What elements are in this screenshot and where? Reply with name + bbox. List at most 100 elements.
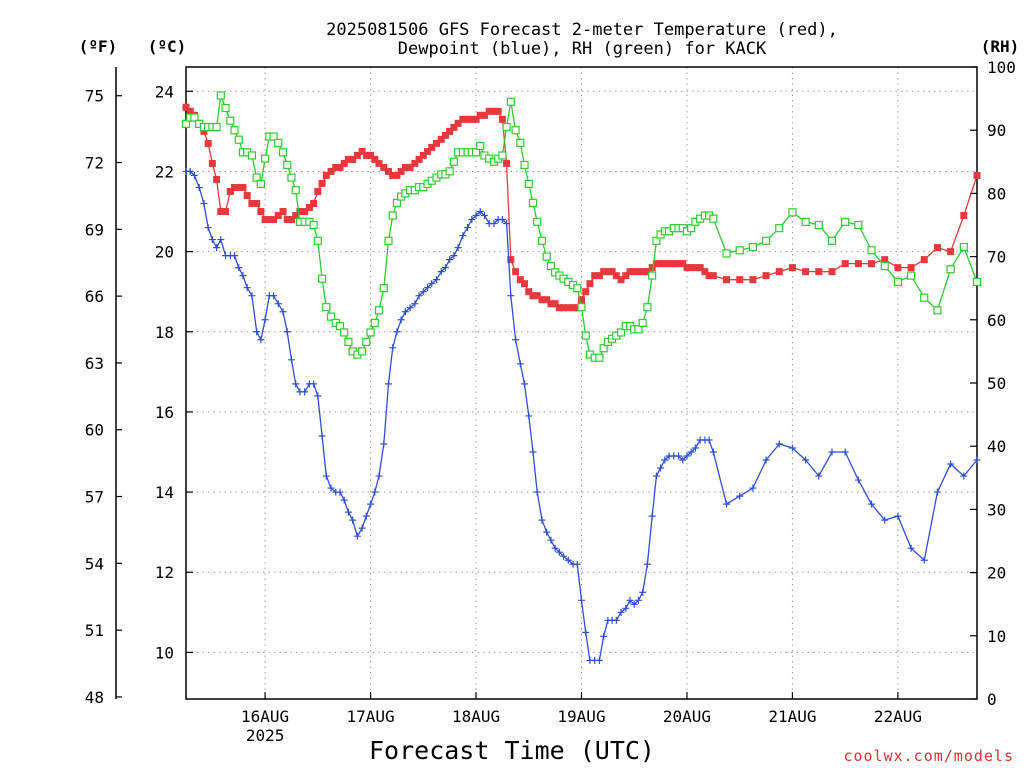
rh-point [388,211,397,220]
temperature-point [648,264,656,272]
temperature-point [270,216,278,224]
dewpoint-point [401,308,409,316]
temperature-point [555,304,563,312]
fahrenheit-tick-label: 63 [85,354,104,373]
dewpoint-point [450,252,458,260]
temperature-point [485,107,493,115]
temperature-point [287,216,295,224]
dewpoint-point [195,183,203,191]
dewpoint-point [472,212,480,220]
dewpoint-point [292,380,300,388]
dewpoint-point [322,472,330,480]
rh-point [309,220,318,230]
temperature-point [261,216,269,224]
temperature-point [375,159,383,167]
dewpoint-point [749,484,757,492]
celsius-unit-label: (ºC) [148,37,187,56]
temperature-series [182,103,981,312]
temperature-point [538,296,546,304]
rh-point [537,236,547,245]
temperature-point [305,204,313,212]
dewpoint-point [788,444,796,452]
dewpoint-point [675,452,683,460]
x-tick-label: 19AUG [557,707,605,726]
temperature-point [243,191,251,199]
dewpoint-point [274,300,282,308]
temperature-point [679,260,687,268]
rh-point [269,132,278,141]
temperature-point [322,171,330,179]
temperature-point [182,103,190,111]
celsius-tick-label: 20 [155,243,174,262]
temperature-point [582,288,590,296]
rh-point [261,154,270,163]
celsius-tick-label: 14 [155,483,174,502]
rh-point [511,126,520,135]
celsius-tick-label: 12 [155,563,174,582]
rh-point [638,318,647,328]
fahrenheit-tick-label: 54 [85,554,104,573]
temperature-point [253,200,261,208]
dewpoint-point [231,252,239,260]
rh-point [761,236,771,245]
dewpoint-point [213,244,221,252]
dewpoint-point [543,528,551,536]
temperature-point [437,135,445,143]
fahrenheit-tick-label: 72 [85,154,104,173]
temperature-point [397,167,405,175]
rh-point [906,271,916,280]
temperature-point [683,264,691,272]
rh-point [274,138,283,147]
dewpoint-point [476,208,484,216]
temperature-point [283,216,291,224]
temperature-point [639,268,647,276]
rh-point [317,274,327,283]
rh-point [252,173,261,182]
axes [115,66,978,700]
dewpoint-point [512,336,520,344]
temperature-point [586,280,594,288]
dewpoint-point [415,292,423,300]
temperature-point [617,276,625,284]
temperature-point [476,111,484,119]
dewpoint-point [639,588,647,596]
dewpoint-point [393,328,401,336]
dewpoint-point [582,628,590,636]
dewpoint-point [358,524,366,532]
temperature-point [419,151,427,159]
dewpoint-point [691,444,699,452]
dewpoint-point [547,536,555,544]
dewpoint-point [239,272,247,280]
temperature-point [907,264,915,272]
temperature-point [560,304,568,312]
temperature-point [301,208,309,216]
temperature-point [578,296,585,304]
temperature-point [591,272,599,280]
temperature-point [217,208,225,216]
dewpoint-point [920,556,928,564]
dewpoint-point [815,472,823,480]
temperature-point [600,268,608,276]
dewpoint-point [630,600,638,608]
temperature-point [490,107,498,115]
fahrenheit-tick-label: 66 [85,287,104,306]
rh-point [362,337,371,347]
rh-point [595,353,604,362]
dewpoint-point [200,200,208,208]
rh-point [893,277,903,286]
dewpoint-point [652,472,660,480]
rh-point [190,113,199,122]
rh-point [788,208,797,217]
temperature-point [788,264,796,272]
chart-title: 2025081506 GFS Forecast 2-meter Temperat… [326,20,838,40]
temperature-point [503,159,511,167]
rh-point [687,224,696,233]
temperature-point [894,264,902,272]
temperature-point [459,115,467,123]
temperature-point [235,183,243,191]
temperature-point [947,248,955,256]
temperature-point [401,163,409,171]
data-series [181,91,982,664]
temperature-point [332,163,340,171]
temperature-point [498,115,506,123]
